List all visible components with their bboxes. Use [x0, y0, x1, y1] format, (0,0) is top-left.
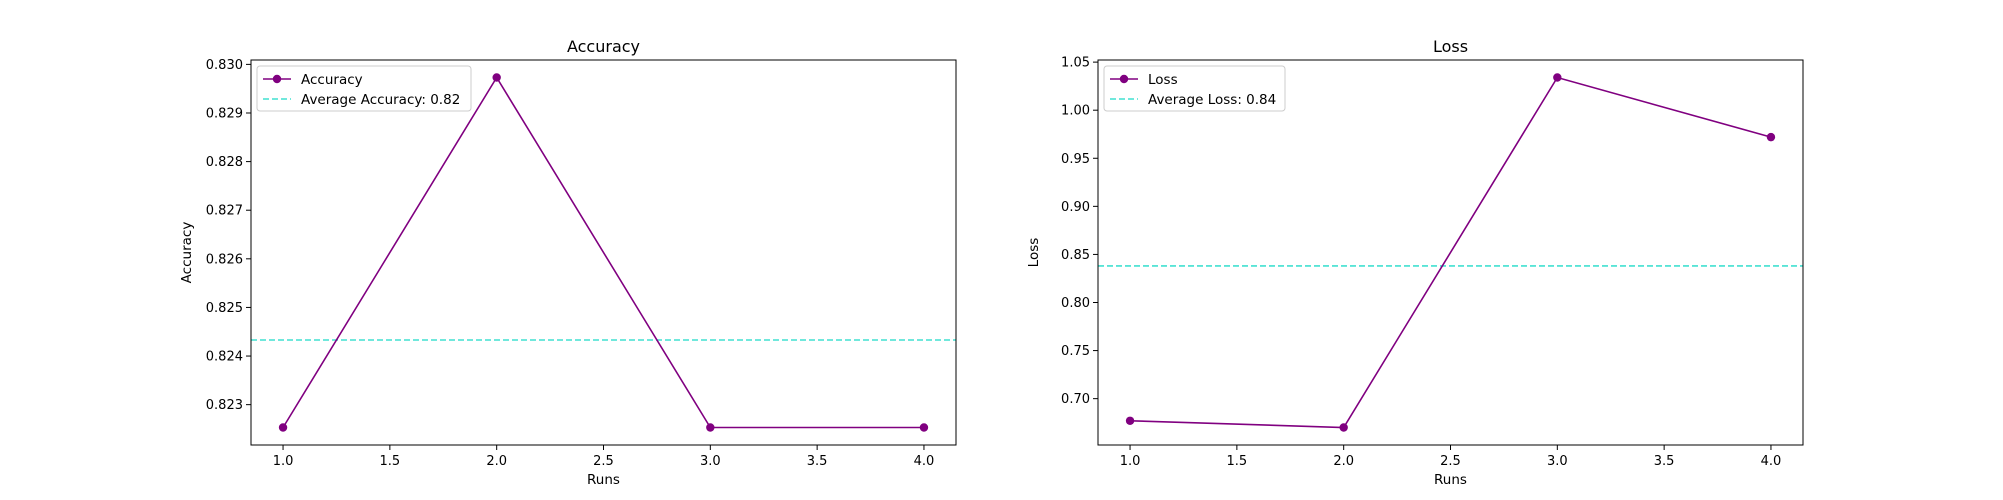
x-tick-label: 1.0: [1120, 454, 1141, 469]
legend-average-label: Average Loss: 0.84: [1148, 92, 1276, 108]
x-tick-label: 2.0: [486, 454, 507, 469]
legend-series-marker: [272, 74, 282, 84]
y-axis-label: Loss: [1026, 238, 1042, 268]
y-tick-label: 1.00: [1061, 104, 1090, 119]
data-point: [1553, 73, 1562, 82]
y-tick-label: 0.825: [206, 301, 243, 316]
legend-series-label: Accuracy: [301, 72, 363, 88]
y-tick-label: 0.828: [206, 155, 243, 170]
x-tick-label: 3.0: [1547, 454, 1568, 469]
y-tick-label: 0.75: [1061, 344, 1090, 359]
data-point: [492, 73, 501, 82]
legend: Accuracy Average Accuracy: 0.82: [256, 65, 472, 112]
y-tick-label: 0.823: [206, 398, 243, 413]
legend-average-label: Average Accuracy: 0.82: [301, 92, 460, 108]
legend-box: [256, 65, 472, 112]
y-tick-label: 1.05: [1061, 56, 1090, 71]
y-tick-label: 0.85: [1061, 248, 1090, 263]
x-tick-label: 3.5: [1654, 454, 1675, 469]
y-tick-label: 0.90: [1061, 200, 1090, 215]
x-tick-label: 4.0: [1761, 454, 1782, 469]
data-point: [278, 423, 288, 432]
x-tick-label: 3.0: [700, 454, 721, 469]
series-line: [282, 75, 924, 429]
plot-frame: [250, 59, 957, 446]
y-tick-label: 0.829: [206, 106, 243, 121]
y-tick-label: 0.830: [206, 58, 243, 73]
series-line: [1130, 76, 1772, 429]
data-point: [1125, 416, 1135, 425]
x-tick-label: 1.5: [1227, 454, 1248, 469]
chart-title: Loss: [1433, 37, 1468, 56]
chart-title: Accuracy: [567, 37, 640, 56]
x-tick-label: 1.0: [273, 454, 294, 469]
chart-2: Loss 1.0 1.5 2.0 2.5 3.0 3.5 4.0 0.70 0.75 0.80 0.8…: [1026, 37, 1804, 488]
y-tick-label: 0.824: [206, 350, 243, 365]
y-tick-label: 0.827: [206, 204, 243, 219]
data-point: [919, 423, 929, 432]
x-tick-label: 4.0: [914, 454, 935, 469]
y-tick-label: 0.95: [1061, 152, 1090, 167]
data-point: [706, 423, 715, 432]
y-tick-label: 0.80: [1061, 296, 1090, 311]
legend-series-label: Loss: [1148, 72, 1178, 88]
x-tick-label: 2.5: [593, 454, 614, 469]
y-tick-label: 0.826: [206, 252, 243, 267]
y-tick-label: 0.70: [1061, 392, 1090, 407]
x-tick-label: 3.5: [807, 454, 828, 469]
y-axis-label: Accuracy: [179, 222, 195, 284]
data-point: [1766, 132, 1776, 142]
x-axis-label: Runs: [587, 472, 620, 488]
x-tick-label: 2.5: [1440, 454, 1461, 469]
x-axis-label: Runs: [1434, 472, 1467, 488]
plot-frame: [1097, 59, 1804, 446]
legend-box: [1103, 65, 1286, 112]
legend-series-marker: [1119, 74, 1129, 84]
x-tick-label: 2.0: [1333, 454, 1354, 469]
legend: Loss Average Loss: 0.84: [1103, 65, 1286, 112]
data-point: [1339, 423, 1348, 432]
chart-1: Accuracy 1.0 1.5 2.0 2.5 3.0 3.5 4.0 0.823 0.824 0…: [179, 37, 957, 488]
x-tick-label: 1.5: [380, 454, 401, 469]
